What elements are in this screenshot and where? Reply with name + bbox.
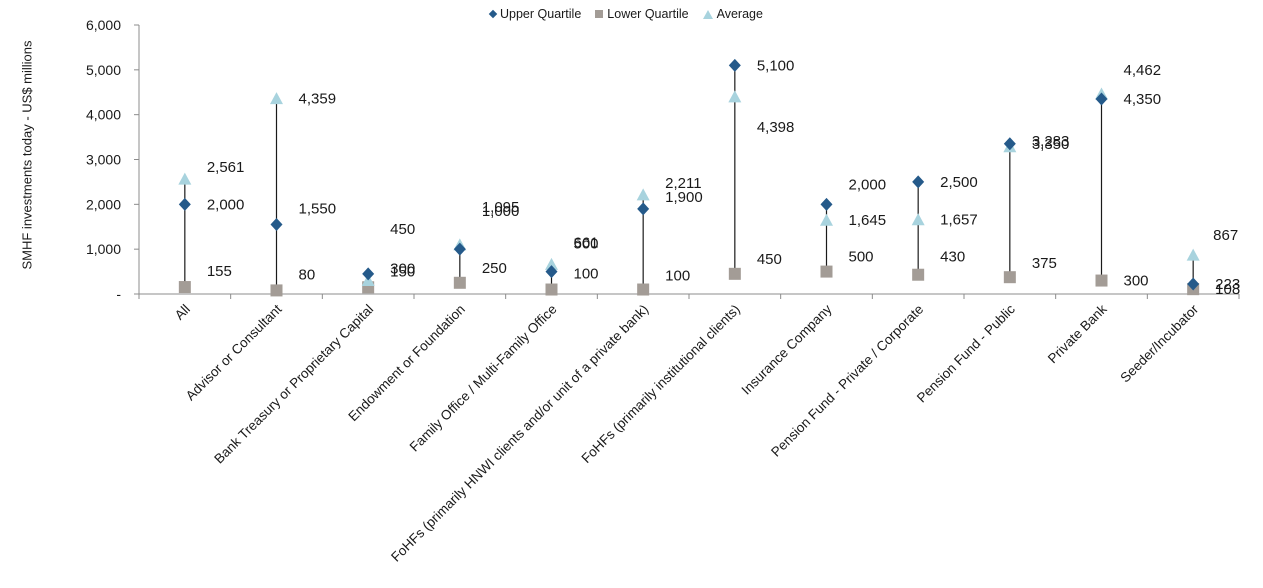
average-marker (545, 257, 558, 270)
upper-quartile-data-label: 3,350 (1032, 136, 1070, 153)
upper-quartile-data-label: 500 (574, 236, 599, 253)
y-tick-label: 4,000 (86, 107, 121, 123)
average-data-label: 661 (574, 234, 599, 251)
upper-quartile-data-label: 223 (1215, 276, 1240, 293)
upper-quartile-marker (912, 175, 925, 189)
category-label: All (172, 302, 193, 323)
legend-label-average: Average (716, 7, 763, 21)
category-label: FoHFs (primarily institutional clients) (579, 302, 743, 466)
lower-quartile-marker (270, 284, 283, 297)
average-data-label: 300 (390, 261, 415, 278)
lower-quartile-data-label: 100 (665, 268, 690, 285)
category-label: Pension Fund - Private / Corporate (768, 302, 926, 460)
average-data-label: 1,095 (482, 199, 520, 216)
lower-quartile-data-label: 375 (1032, 255, 1057, 272)
upper-quartile-marker (453, 242, 466, 256)
lower-quartile-marker (453, 276, 466, 289)
lower-quartile-data-label: 250 (482, 260, 507, 277)
average-data-label: 1,657 (940, 212, 978, 229)
y-axis-label: SMHF investments today - US$ millions (19, 40, 35, 270)
lower-quartile-data-label: 108 (1215, 281, 1240, 298)
chart-legend: Upper Quartile Lower Quartile Average (488, 7, 763, 21)
legend-label-lower-quartile: Lower Quartile (607, 7, 689, 21)
upper-quartile-marker (728, 58, 741, 72)
lower-quartile-marker (545, 283, 558, 296)
lower-quartile-data-label: 155 (207, 263, 232, 280)
lower-quartile-data-label: 430 (940, 249, 965, 266)
category-label: Pension Fund - Public (914, 301, 1018, 405)
legend-label-upper-quartile: Upper Quartile (500, 7, 582, 21)
average-data-label: 4,462 (1124, 62, 1162, 79)
square-marker-icon (595, 10, 604, 18)
category-label: Insurance Company (739, 301, 835, 397)
chart-axes: - 1,000 2,000 3,000 4,000 5,000 6,000 (86, 17, 1240, 302)
upper-quartile-marker (1003, 137, 1016, 151)
category-label: Advisor or Consultant (183, 301, 285, 403)
y-tick-label: 1,000 (86, 241, 121, 257)
lower-quartile-data-label: 450 (757, 251, 782, 268)
upper-quartile-data-label: 1,550 (299, 201, 337, 218)
average-data-label: 4,359 (299, 91, 337, 108)
lower-quartile-marker (1095, 274, 1108, 287)
y-tick-label: 6,000 (86, 17, 121, 33)
legend-item-lower-quartile: Lower Quartile (595, 7, 689, 21)
legend-item-upper-quartile: Upper Quartile (488, 7, 582, 21)
upper-quartile-data-label: 450 (390, 221, 415, 238)
average-marker (1186, 248, 1200, 261)
upper-quartile-marker (362, 267, 375, 281)
average-data-label: 1,645 (849, 212, 887, 229)
triangle-marker-icon (702, 9, 713, 19)
average-data-label: 867 (1213, 227, 1238, 244)
upper-quartile-marker (1095, 92, 1108, 106)
lower-quartile-marker (912, 268, 925, 281)
lower-quartile-marker (178, 281, 191, 294)
y-tick-label: - (116, 286, 121, 302)
average-marker (178, 172, 192, 185)
diamond-marker-icon (488, 9, 498, 19)
upper-quartile-data-label: 1,000 (482, 203, 520, 220)
upper-quartile-data-label: 4,350 (1124, 91, 1162, 108)
upper-quartile-marker (178, 197, 191, 211)
y-tick-label: 3,000 (86, 152, 121, 168)
lower-quartile-marker (728, 267, 741, 280)
upper-quartile-data-label: 2,500 (940, 174, 978, 191)
average-marker (270, 92, 283, 105)
upper-quartile-marker (545, 265, 558, 279)
upper-quartile-marker (270, 218, 283, 232)
lower-quartile-marker (637, 283, 650, 296)
lower-quartile-data-label: 100 (574, 266, 599, 283)
chart-markers (178, 58, 1200, 297)
average-data-label: 2,561 (207, 159, 245, 176)
upper-quartile-data-label: 2,000 (207, 196, 245, 213)
average-marker (911, 213, 925, 226)
lower-quartile-data-label: 300 (1124, 273, 1149, 290)
lower-quartile-data-label: 150 (390, 263, 415, 280)
category-label: Bank Treasury or Proprietary Capital (211, 302, 376, 467)
category-label: Family Office / Multi-Family Office (407, 302, 560, 455)
upper-quartile-data-label: 1,900 (665, 189, 703, 206)
lower-quartile-data-label: 500 (849, 249, 874, 266)
lower-quartile-marker (820, 265, 833, 278)
upper-quartile-data-label: 2,000 (849, 176, 887, 193)
average-marker (728, 90, 742, 103)
lower-quartile-marker (1003, 271, 1016, 284)
category-label: Private Bank (1045, 301, 1110, 366)
average-data-label: 2,211 (665, 175, 701, 192)
upper-quartile-marker (1187, 277, 1200, 291)
chart-data-labels: 2,0001552,5611,550804,3594501503001,0002… (207, 57, 1240, 298)
lower-quartile-data-label: 80 (299, 266, 316, 283)
upper-quartile-marker (637, 202, 650, 216)
y-tick-label: 5,000 (86, 62, 121, 78)
average-data-label: 3,283 (1032, 133, 1070, 150)
upper-quartile-marker (820, 197, 833, 211)
upper-quartile-data-label: 5,100 (757, 57, 795, 74)
category-label: Seeder/Incubator (1117, 301, 1201, 385)
legend-item-average: Average (702, 7, 763, 21)
y-tick-label: 2,000 (86, 196, 121, 212)
average-data-label: 4,398 (757, 119, 795, 136)
average-marker (820, 213, 833, 226)
average-marker (636, 188, 650, 201)
